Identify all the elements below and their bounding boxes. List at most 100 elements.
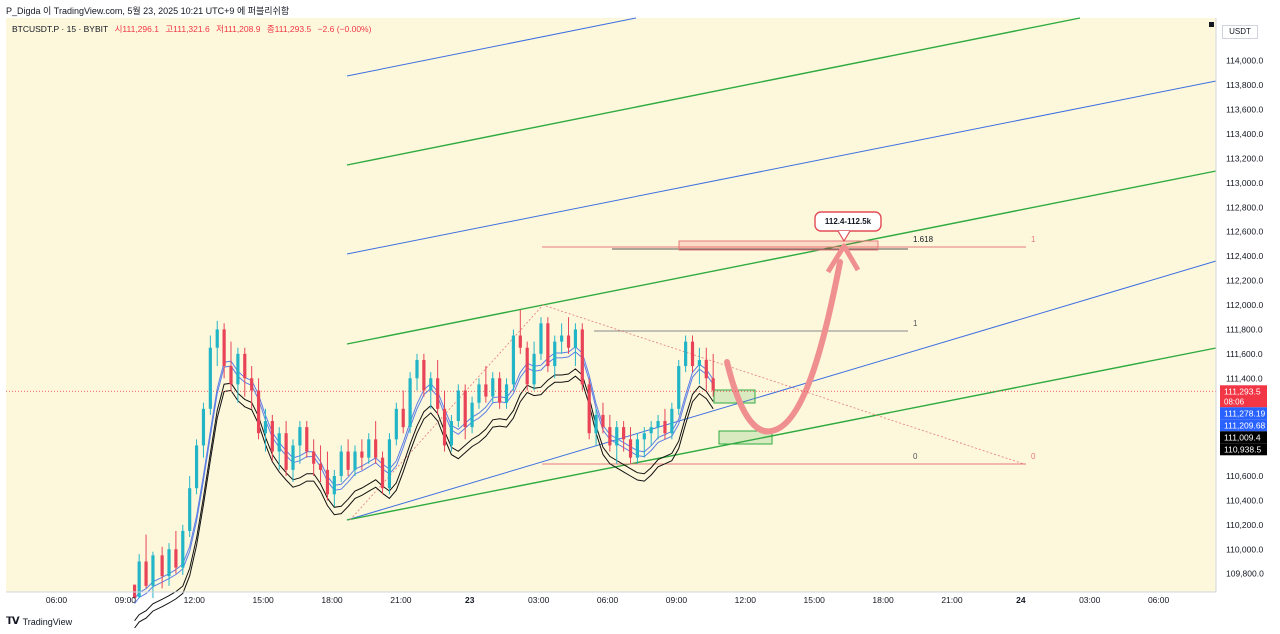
- candle-body: [635, 439, 640, 458]
- candle-body: [346, 451, 350, 470]
- price-label-text: 111,278.19: [1224, 408, 1266, 418]
- candle-body: [436, 378, 440, 409]
- candle-body: [573, 329, 578, 348]
- candle-body: [504, 384, 509, 403]
- candle-body: [628, 439, 633, 458]
- candle-body: [263, 421, 268, 434]
- price-tick-label: 112,800.0: [1226, 202, 1263, 212]
- price-labels: 111,293.508:06 111,278.19 111,209.68 111,00…: [1220, 385, 1267, 456]
- candle-body: [256, 390, 261, 434]
- price-label-bg: [1220, 385, 1267, 408]
- candle-body: [332, 475, 336, 495]
- candle-body: [518, 335, 522, 348]
- candle-body: [318, 463, 323, 470]
- candle-body: [580, 329, 584, 385]
- price-label-bg: [1220, 443, 1267, 456]
- time-tick-label: 03:00: [1079, 595, 1101, 605]
- symbol-info: BTCUSDT.P · 15 · BYBIT 시111,296.1 고111,3…: [12, 23, 375, 35]
- footer-brand: 𝗧𝗩 TradingView: [6, 616, 72, 627]
- candle-body: [291, 445, 295, 470]
- price-tick-label: 110,000.0: [1226, 544, 1263, 554]
- fib-level-label: 1: [1031, 235, 1036, 244]
- time-axis[interactable]: 06:00 09:00 12:00 15:00 18:00 21:00 23 03:00 06:…: [46, 595, 1170, 605]
- support-box-lower: [718, 430, 773, 445]
- time-tick-label: 12:00: [184, 595, 206, 605]
- tradingview-logo-icon: 𝗧𝗩: [6, 616, 20, 627]
- time-tick-label: 09:00: [115, 595, 137, 605]
- low-value: 저111,208.9: [216, 24, 261, 34]
- candle-body: [394, 408, 398, 440]
- forecast-arrow-path: [724, 259, 843, 435]
- candle-body: [201, 408, 206, 446]
- price-label-text: 110,938.5: [1224, 444, 1261, 454]
- candle-body: [137, 561, 141, 597]
- price-tick-label: 113,800.0: [1226, 80, 1263, 90]
- target-callout-pointer: [837, 230, 851, 243]
- candle-body: [532, 353, 536, 385]
- time-tick-label: 21:00: [390, 595, 412, 605]
- candle-body: [353, 451, 357, 470]
- price-tick-label: 114,000.0: [1226, 56, 1263, 66]
- candle-body: [277, 433, 281, 452]
- candle-body: [463, 390, 467, 428]
- high-value: 고111,321.6: [165, 24, 210, 34]
- brand-name: TradingView: [22, 616, 73, 627]
- currency-badge[interactable]: USDT: [1222, 25, 1258, 39]
- candle-body: [151, 555, 155, 586]
- square-icon[interactable]: [1209, 22, 1214, 27]
- candle-body: [684, 341, 688, 367]
- change-value: −2.6 (−0.00%): [317, 24, 372, 34]
- plot-background: [6, 18, 1216, 592]
- candle-body: [656, 421, 660, 428]
- envelope-band-line: [134, 375, 714, 629]
- candle-body: [704, 359, 708, 379]
- candles: [132, 309, 715, 599]
- price-label-bg: [1220, 431, 1267, 444]
- candle-body: [380, 457, 385, 489]
- price-label-countdown: 08:06: [1224, 397, 1245, 406]
- candle-body: [415, 359, 419, 379]
- forecast-arrow-head: [825, 243, 861, 274]
- fib-level-label: 1.618: [913, 235, 934, 244]
- candle-body: [711, 378, 715, 391]
- candle-body: [236, 353, 240, 385]
- fib-level-label: 0: [913, 452, 918, 461]
- candle-body: [422, 359, 426, 391]
- candle-body: [339, 451, 343, 476]
- price-tick-label: 113,600.0: [1226, 105, 1263, 115]
- triangle-guide: [349, 304, 1025, 521]
- target-zone-box: [678, 240, 879, 251]
- price-label-text: 111,009.4: [1224, 432, 1261, 442]
- candle-body: [298, 427, 302, 446]
- time-tick-label: 21:00: [941, 595, 963, 605]
- candle-body: [229, 366, 233, 385]
- candle-body: [491, 378, 495, 397]
- candle-body: [374, 439, 378, 458]
- candle-body: [215, 329, 219, 348]
- price-tick-label: 110,600.0: [1226, 471, 1263, 481]
- candle-body: [539, 323, 543, 354]
- price-tick-label: 111,400.0: [1226, 373, 1263, 383]
- price-tick-label: 109,800.0: [1226, 569, 1264, 579]
- blue-channel-line: [346, 260, 1217, 521]
- candle-body: [697, 359, 701, 367]
- time-tick-label: 06:00: [1148, 595, 1170, 605]
- candle-body: [690, 341, 695, 367]
- price-tick-label: 112,200.0: [1226, 276, 1263, 286]
- candle-body: [325, 469, 330, 495]
- price-label-text: 111,293.5: [1224, 386, 1261, 396]
- time-tick-label: 06:00: [46, 595, 68, 605]
- candle-body: [250, 378, 254, 391]
- candle-body: [608, 427, 612, 446]
- candle-body: [511, 335, 516, 385]
- symbol-name[interactable]: BTCUSDT.P · 15 · BYBIT: [12, 24, 109, 34]
- price-axis[interactable]: 114,000.0 113,800.0 113,600.0 113,400.0 113,…: [1226, 56, 1264, 579]
- candle-body: [194, 445, 199, 489]
- candle-body: [649, 427, 653, 434]
- candle-body: [663, 421, 667, 434]
- candle-body: [270, 421, 274, 452]
- green-channel-line: [346, 347, 1217, 521]
- trend-channels: [346, 17, 1217, 521]
- time-tick-label: 24: [1016, 595, 1026, 605]
